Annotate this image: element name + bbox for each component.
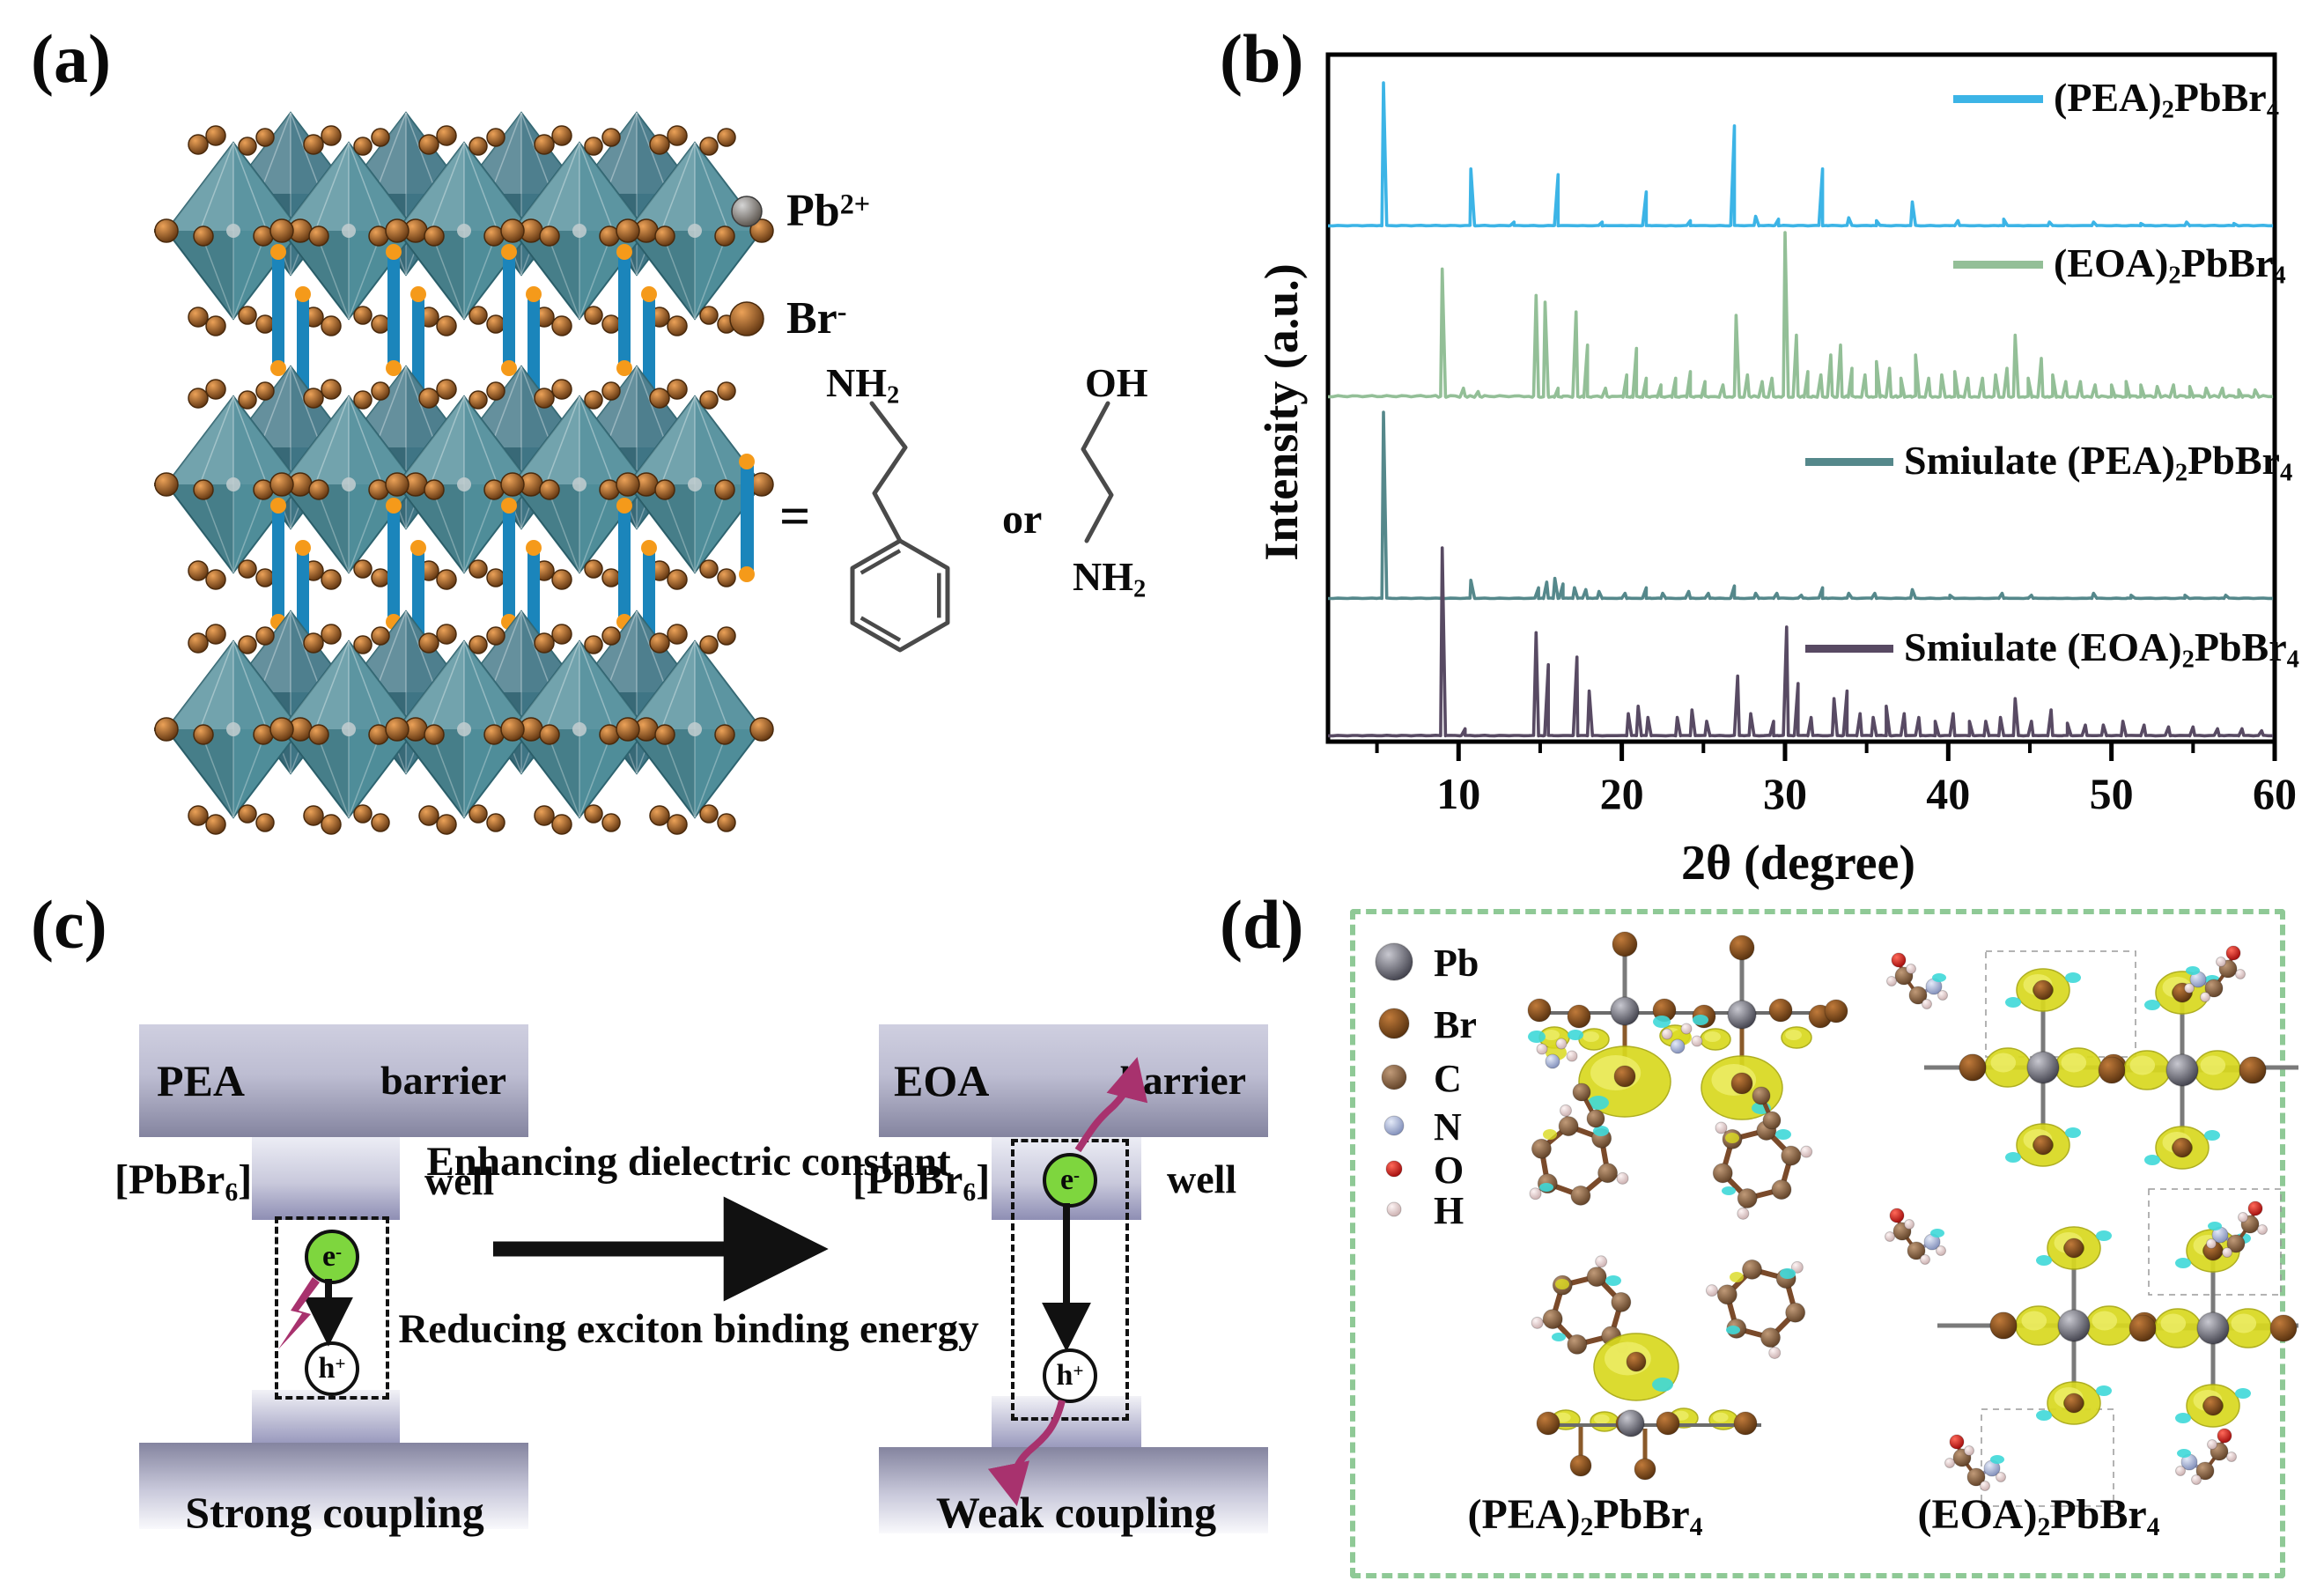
atom-label-br: Br [1434, 1003, 1477, 1046]
eoa-hole: h+ [1043, 1348, 1097, 1403]
xrd-trace-2 [1328, 410, 2274, 601]
enhancing-text: Enhancing dielectric constant [426, 1139, 951, 1185]
x-tick-50: 50 [2089, 769, 2134, 818]
pea-structure-caption: (PEA)2PbBr4 [1467, 1491, 1703, 1542]
legend-swatch-sim-pea [1805, 458, 1893, 467]
panel-c-label: (c) [31, 886, 107, 963]
legend-item-pea: (PEA)2PbBr4 [1953, 74, 2279, 125]
pea-well-formula: [PbBr6] [114, 1156, 253, 1208]
pea-material-label: PEA [157, 1056, 245, 1105]
x-tick-40: 40 [1926, 769, 1971, 818]
atom-label-n: N [1434, 1105, 1462, 1149]
y-axis-title: Intensity (a.u.) [1255, 263, 1308, 561]
eoa-oh-label: OH [1085, 360, 1148, 405]
eoa-material-label: EOA [894, 1056, 990, 1105]
xrd-trace-0 [1328, 81, 2274, 228]
pea-well-bar [252, 1137, 400, 1220]
pea-lower-barrier-bar [139, 1443, 528, 1529]
pea-electron: e- [305, 1230, 359, 1284]
eoa-lower-barrier-bar [879, 1447, 1268, 1533]
eoa-well-label: well [1167, 1156, 1237, 1201]
panel-d-border [1350, 909, 2285, 1578]
xrd-chart-graphic [1325, 52, 2277, 761]
reducing-text: Reducing exciton binding energy [398, 1306, 979, 1352]
legend-pb-label: Pb2+ [786, 186, 871, 236]
atom-label-h: H [1434, 1189, 1464, 1232]
eoa-barrier-label: barrier [1120, 1058, 1247, 1103]
eoa-structure-caption: (EOA)2PbBr4 [1917, 1491, 2160, 1542]
perovskite-structure-graphic [154, 111, 1114, 835]
legend-item-eoa: (EOA)2PbBr4 [1953, 240, 2286, 291]
x-tick-20: 20 [1599, 769, 1644, 818]
equals-sign: = [779, 487, 811, 547]
eoa-amine-label: NH2 [1073, 554, 1147, 603]
legend-label-pea: (PEA)2PbBr4 [2054, 75, 2279, 124]
x-tick-10: 10 [1436, 769, 1481, 818]
atom-label-c: C [1434, 1057, 1462, 1100]
legend-item-sim-pea: Smiulate (PEA)2PbBr4 [1805, 437, 2292, 488]
panel-a-label: (a) [31, 20, 111, 97]
legend-label-sim-eoa: Smiulate (EOA)2PbBr4 [1904, 624, 2299, 674]
eoa-well-formula: [PbBr6] [852, 1156, 991, 1208]
eoa-barrier-bar [879, 1024, 1268, 1137]
strong-coupling-caption: Strong coupling [185, 1488, 484, 1537]
pea-hole: h+ [305, 1341, 359, 1396]
pea-barrier-bar [139, 1024, 528, 1137]
xrd-trace-1 [1328, 231, 2274, 399]
x-tick-30: 30 [1762, 769, 1807, 818]
legend-br-label: Br- [786, 293, 847, 344]
pea-amine-label: NH2 [826, 360, 900, 410]
legend-swatch-sim-eoa [1805, 645, 1893, 654]
weak-coupling-caption: Weak coupling [935, 1488, 1217, 1537]
legend-item-sim-eoa: Smiulate (EOA)2PbBr4 [1805, 624, 2299, 675]
eoa-electron: e- [1043, 1153, 1097, 1208]
pea-exciton-box [275, 1216, 389, 1400]
legend-label-eoa: (EOA)2PbBr4 [2054, 240, 2286, 290]
legend-label-sim-pea: Smiulate (PEA)2PbBr4 [1904, 438, 2293, 487]
legend-swatch-eoa [1953, 261, 2043, 270]
pea-well-label: well [424, 1158, 495, 1203]
panel-b-label: (b) [1220, 20, 1304, 97]
xrd-trace-3 [1328, 546, 2274, 738]
panel-d-label: (d) [1220, 886, 1304, 963]
or-text: or [1002, 496, 1043, 543]
legend-swatch-pea [1953, 95, 2043, 104]
x-tick-60: 60 [2253, 769, 2297, 818]
atom-label-o: O [1434, 1149, 1464, 1192]
eoa-exciton-box [1011, 1139, 1129, 1421]
pea-barrier-label: barrier [380, 1058, 507, 1103]
x-axis-title: 2θ (degree) [1680, 836, 1916, 890]
atom-label-pb: Pb [1434, 942, 1479, 985]
